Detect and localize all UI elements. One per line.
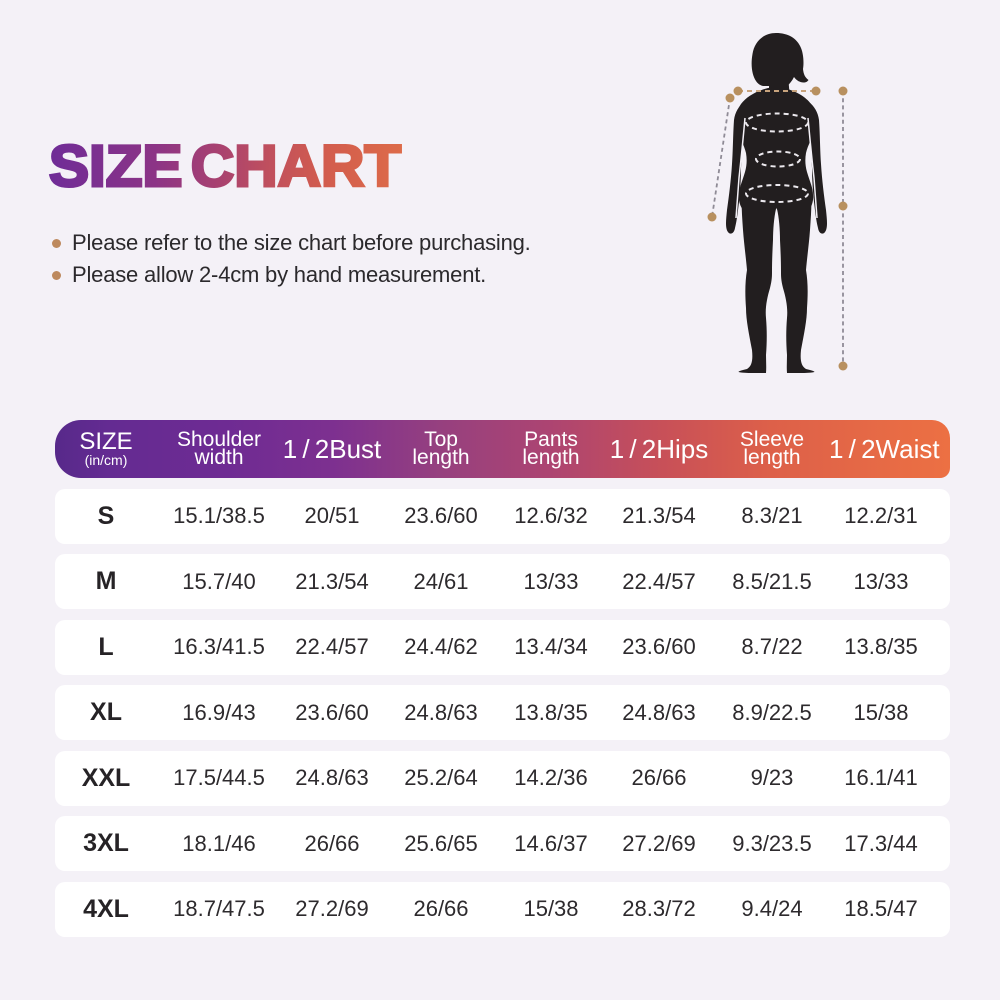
svg-text:SIZE CHART: SIZE CHART bbox=[49, 134, 401, 194]
